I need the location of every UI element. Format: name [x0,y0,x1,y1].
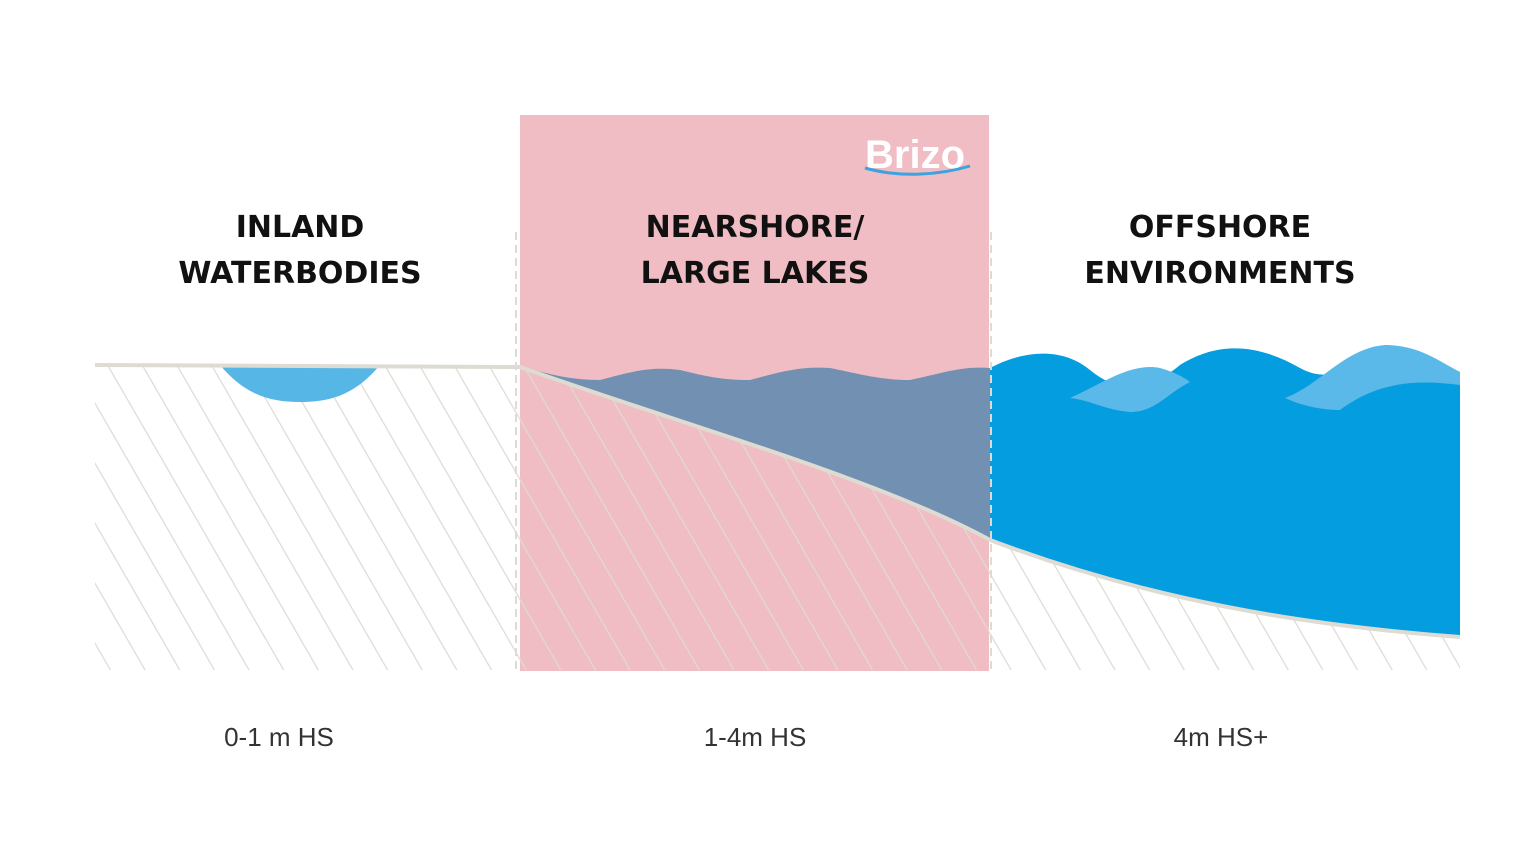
pond [220,365,380,402]
ground-line [94,363,1461,639]
wave-crest [1070,367,1190,412]
zone-title: ENVIRONMENTS [1084,256,1355,291]
zone-label: 1-4m HS [704,722,807,752]
nearshore-water [520,367,990,540]
zone-title: INLAND [236,210,365,245]
zone-label: 4m HS+ [1174,722,1269,752]
offshore-water [990,348,1460,637]
logo-swoosh [864,164,971,176]
zone-title: LARGE LAKES [641,256,870,291]
zone-label: 0-1 m HS [224,722,334,752]
ground [95,365,1460,670]
zone-title: WATERBODIES [178,256,421,291]
zone-title: OFFSHORE [1129,210,1311,245]
wave-crest [1285,345,1460,410]
zone-title: NEARSHORE/ [646,210,865,245]
